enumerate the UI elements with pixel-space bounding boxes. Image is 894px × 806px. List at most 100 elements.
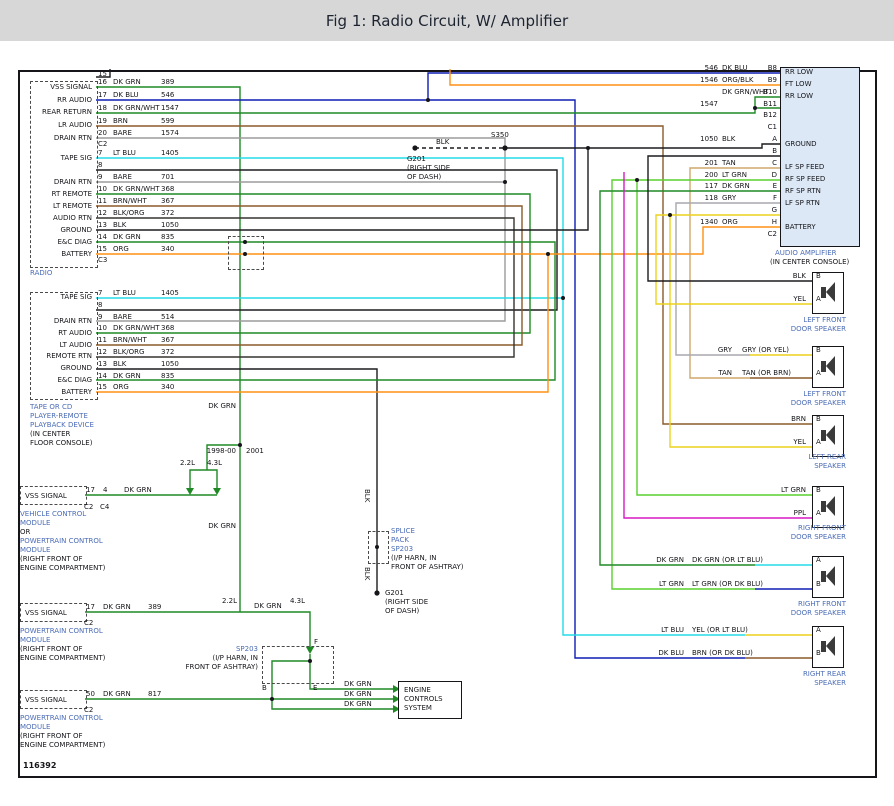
pcm-mid-caption: MODULE	[20, 636, 51, 644]
pcm-mid-conn: C2	[84, 619, 94, 627]
radio-connector-c3: C3	[98, 256, 108, 264]
pcm-mid-wire: DK GRN	[103, 603, 131, 611]
speaker-icon	[826, 566, 835, 586]
pcm-low-conn: C2	[84, 706, 94, 714]
speaker-caption: RIGHT FRONT	[797, 524, 846, 532]
speaker-icon	[821, 287, 826, 298]
tape-caption-line: PLAYBACK DEVICE	[30, 421, 94, 429]
speaker-wire-alt: LT GRN (OR DK BLU)	[692, 580, 763, 588]
speaker-terminal: A	[816, 556, 821, 564]
engine-controls-line: SYSTEM	[404, 704, 432, 712]
engine-controls-line: CONTROLS	[404, 695, 443, 703]
splice-box-small	[228, 236, 264, 270]
tape-caption-line: TAPE OR CD	[30, 403, 73, 411]
pcm-low-label: VSS SIGNAL	[25, 695, 67, 704]
speaker-wire-alt: TAN (OR BRN)	[742, 369, 791, 377]
speaker-wire-label: TAN	[718, 369, 732, 377]
g201b-label: G201	[385, 589, 404, 597]
vcm-pin-a: 17	[86, 486, 95, 494]
g201b-loc: (RIGHT SIDE	[385, 598, 429, 606]
dk-grn-wire-label: DK GRN	[208, 522, 236, 530]
speaker-terminal: A	[816, 509, 821, 517]
speaker-terminal: B	[816, 580, 821, 588]
tape-caption-line: FLOOR CONSOLE)	[30, 439, 93, 447]
speaker-caption: DOOR SPEAKER	[790, 325, 846, 333]
sp203-pin-b: B	[262, 684, 267, 692]
vcm-caption: ENGINE COMPARTMENT)	[20, 564, 106, 572]
pcm-low-box: VSS SIGNAL	[20, 690, 87, 709]
speaker-box-right-rear	[812, 626, 844, 668]
speaker-wire-label: DK GRN	[656, 556, 684, 564]
pcm-low-caption: POWERTRAIN CONTROL	[20, 714, 103, 722]
speaker-terminal: B	[816, 649, 821, 657]
speaker-caption: RIGHT FRONT	[797, 600, 846, 608]
speaker-box-left-rear	[812, 415, 844, 457]
speaker-terminal: A	[816, 438, 821, 446]
pcm-low-pin: 50	[86, 690, 95, 698]
sp203-lower-name: SP203	[235, 645, 258, 653]
speaker-terminal: A	[816, 295, 821, 303]
speaker-terminal: A	[816, 369, 821, 377]
radio-box	[30, 81, 98, 268]
blk-vertical-label: BLK	[363, 489, 371, 503]
splice-pack-upper-name: SPLICE	[391, 527, 415, 535]
speaker-caption: SPEAKER	[814, 679, 846, 687]
speaker-wire-label: YEL	[793, 295, 806, 303]
amplifier-caption: AUDIO AMPLIFIER	[775, 249, 837, 257]
speaker-icon	[826, 636, 835, 656]
vcm-engine-a: 2.2L	[180, 459, 196, 467]
vcm-caption: OR	[20, 528, 31, 536]
speaker-caption: DOOR SPEAKER	[790, 399, 846, 407]
vcm-conn-a: C2	[84, 503, 94, 511]
pcm-mid-circuit: 389	[148, 603, 162, 611]
speaker-icon	[821, 641, 826, 652]
speaker-wire-alt: GRY (OR YEL)	[742, 346, 790, 354]
pcm-engine-a: 2.2L	[222, 597, 238, 605]
vcm-label: VSS SIGNAL	[25, 491, 67, 500]
diagram-border	[18, 70, 877, 778]
speaker-wire-alt: YEL (OR LT BLU)	[692, 626, 748, 634]
vcm-caption: VEHICLE CONTROL	[20, 510, 87, 518]
vcm-conn-b: C4	[100, 503, 110, 511]
speaker-icon	[821, 361, 826, 372]
pcm-mid-pin: 17	[86, 603, 95, 611]
vcm-caption: MODULE	[20, 546, 51, 554]
speaker-wire-label: DK BLU	[658, 649, 684, 657]
pcm-mid-caption: ENGINE COMPARTMENT)	[20, 654, 106, 662]
pcm-mid-box: VSS SIGNAL	[20, 603, 87, 622]
vcm-caption: POWERTRAIN CONTROL	[20, 537, 103, 545]
speaker-caption: DOOR SPEAKER	[790, 609, 846, 617]
pcm-engine-b: 4.3L	[290, 597, 306, 605]
speaker-wire-label: LT GRN	[781, 486, 806, 494]
speaker-icon	[826, 282, 835, 302]
radio-connector-c2: C2	[98, 140, 108, 148]
speaker-wire-label: GRY	[717, 346, 732, 354]
tape-caption-line: PLAYER-REMOTE	[30, 412, 88, 420]
speaker-terminal: B	[816, 486, 821, 494]
speaker-icon	[821, 571, 826, 582]
radio-top-pin: 15	[98, 70, 107, 78]
speaker-box-right-front-2	[812, 556, 844, 598]
tape-caption-line: (IN CENTER	[30, 430, 71, 438]
engine-controls-box	[398, 681, 462, 719]
dk-grn-wire-label: DK GRN	[208, 402, 236, 410]
pcm-mid-caption: POWERTRAIN CONTROL	[20, 627, 103, 635]
splice-pack-lower-box	[262, 646, 334, 684]
vcm-wire: DK GRN	[124, 486, 152, 494]
pcm-low-caption: ENGINE COMPARTMENT)	[20, 741, 106, 749]
g201b-loc: OF DASH)	[385, 607, 420, 615]
year-range-late: 2001	[246, 447, 264, 455]
speaker-icon	[826, 496, 835, 516]
engine-wire-label: DK GRN	[344, 700, 372, 708]
speaker-icon	[826, 356, 835, 376]
speaker-wire-label: YEL	[793, 438, 806, 446]
pcm-low-caption: (RIGHT FRONT OF	[20, 732, 83, 740]
vcm-caption: (RIGHT FRONT OF	[20, 555, 83, 563]
speaker-box-left-front-2	[812, 346, 844, 388]
pcm-low-caption: MODULE	[20, 723, 51, 731]
splice-pack-upper-name: SP203	[391, 545, 414, 553]
vcm-box: VSS SIGNAL	[20, 486, 87, 505]
speaker-caption: RIGHT REAR	[802, 670, 846, 678]
engine-wire-label: DK GRN	[344, 690, 372, 698]
vcm-engine-b: 4.3L	[207, 459, 223, 467]
